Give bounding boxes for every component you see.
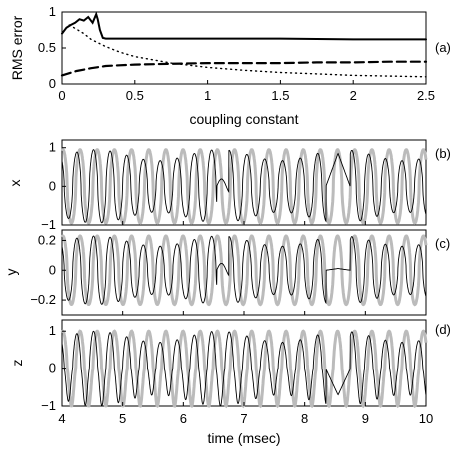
panel-d-xtick-label: 6: [180, 411, 187, 426]
panel-c-ticks: 0.2 0 −0.2: [30, 232, 427, 315]
panel-c-ylabel: y: [3, 269, 19, 276]
panel-a-xlabel: coupling constant: [190, 111, 299, 127]
panel-d-ylabel: z: [9, 360, 25, 367]
panel-a: 0 0.5 1 1.5 2 2.5 0 0.5 1 RMS error coupling con…: [9, 4, 451, 127]
panel-a-xtick-label: 1.5: [271, 88, 289, 103]
panel-a-frame: [61, 11, 427, 85]
panel-b-ytick-label: −1: [41, 217, 56, 232]
panel-c-ytick-label: 0.2: [38, 232, 56, 247]
panel-a-ticks: 0 0.5 1 1.5 2 2.5 0 0.5 1: [38, 4, 435, 103]
panel-d-xtick-label: 4: [58, 411, 65, 426]
panel-c-ytick-label: −0.2: [30, 292, 56, 307]
panel-d-tag: (d): [435, 322, 451, 337]
panel-a-xtick-label: 2.5: [417, 88, 435, 103]
panel-c: 0.2 0 −0.2 y (c): [3, 229, 450, 316]
panel-b-tag: (b): [435, 146, 451, 161]
panel-c-series: [60, 234, 428, 307]
panel-a-ytick-label: 0: [49, 76, 56, 91]
panel-d-ytick-label: 0: [49, 361, 56, 376]
panel-a-xtick-label: 1: [204, 88, 211, 103]
panel-b-ticks: 1 0 −1: [41, 140, 427, 232]
panel-d-series: [60, 329, 428, 409]
panel-a-ytick-label: 0.5: [38, 40, 56, 55]
panel-c-series-black: [61, 235, 427, 305]
panel-d-xtick-label: 8: [301, 411, 308, 426]
panel-d-series-black: [61, 330, 427, 407]
panel-a-xtick-label: 2: [350, 88, 357, 103]
panel-b: 1 0 −1 x (b): [7, 139, 451, 232]
panel-a-xtick-label: 0.5: [126, 88, 144, 103]
panel-a-series-solid: [61, 11, 427, 41]
panel-d-xtick-label: 9: [362, 411, 369, 426]
panel-b-ylabel: x: [7, 180, 23, 187]
panel-b-series-grey: [60, 148, 428, 225]
panel-b-series: [60, 148, 428, 225]
panel-a-ytick-label: 1: [49, 4, 56, 19]
panel-a-xtick-label: 0: [58, 88, 65, 103]
panel-a-series-dotted: [68, 24, 427, 78]
panel-d-xtick-label: 10: [419, 411, 433, 426]
panel-a-series-dashed: [60, 60, 428, 77]
panel-b-ytick-label: 0: [49, 178, 56, 193]
panel-b-series-black: [61, 149, 427, 224]
panel-a-ylabel: RMS error: [9, 15, 25, 80]
panel-c-ytick-label: 0: [49, 262, 56, 277]
panel-a-series: [60, 11, 428, 78]
panel-a-tag: (a): [435, 40, 451, 55]
panel-b-ytick-label: 1: [49, 140, 56, 155]
panel-c-tag: (c): [435, 236, 450, 251]
panel-d-xlabel: time (msec): [207, 430, 280, 446]
panel-d-ytick-label: −1: [41, 398, 56, 413]
panel-d-ytick-label: 1: [49, 323, 56, 338]
panel-d: 10−14 5 6 7 8 9 10 z time (msec) (d): [9, 319, 451, 446]
panel-d-ticks: 10−14 5 6 7 8 9 10: [41, 323, 433, 426]
panel-d-xtick-label: 5: [119, 411, 126, 426]
panel-c-series-grey: [60, 234, 428, 307]
panel-d-xtick-label: 7: [240, 411, 247, 426]
